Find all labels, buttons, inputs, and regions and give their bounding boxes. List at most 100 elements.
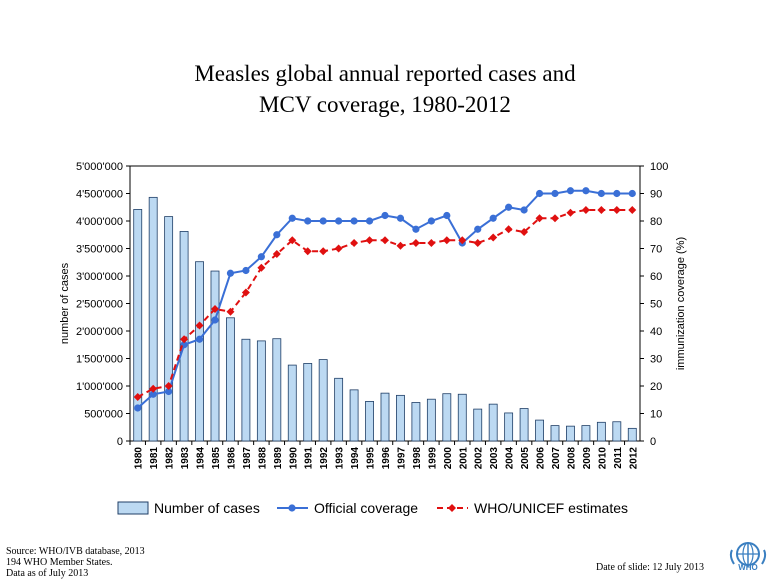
official-coverage-point [520, 206, 528, 214]
x-tick-label: 2002 [474, 447, 485, 470]
official-coverage-point [350, 217, 358, 225]
official-coverage-point [165, 387, 173, 396]
y-tick-label: 4'000'000 [76, 216, 123, 228]
bar [195, 261, 204, 442]
bar [566, 425, 575, 442]
y2-tick-label: 10 [650, 409, 662, 421]
x-tick-label: 2004 [505, 447, 516, 470]
x-tick-label: 1981 [149, 447, 160, 470]
official-coverage-point [319, 217, 327, 225]
bar [627, 427, 637, 442]
official-coverage-point [427, 217, 435, 225]
official-coverage-point [257, 253, 265, 261]
who-unicef-estimates-point [226, 307, 235, 316]
bar [334, 377, 344, 442]
x-tick-label: 2000 [443, 447, 454, 470]
y2-tick-label: 0 [650, 436, 656, 448]
bar [349, 389, 359, 442]
who-unicef-estimates-point [612, 206, 621, 214]
bar [303, 363, 313, 442]
official-coverage-point [566, 187, 575, 195]
y2-tick-label: 40 [650, 326, 662, 338]
x-tick-label: 1998 [412, 447, 423, 470]
who-emblem-icon [729, 542, 767, 567]
x-tick-label: 1985 [211, 447, 222, 470]
who-unicef-estimates-point [535, 214, 544, 223]
x-tick-label: 1997 [396, 447, 407, 470]
y-tick-label: 2'000'000 [76, 326, 123, 338]
x-tick-label: 1982 [165, 447, 176, 470]
y-tick-label: 500'000 [84, 409, 123, 421]
x-tick-label: 2001 [458, 447, 469, 470]
y-tick-label: 5'000'000 [76, 161, 123, 173]
bar [488, 403, 498, 442]
legend-bar-swatch [117, 501, 149, 515]
x-tick-label: 2010 [597, 447, 608, 470]
source-line-3: Data as of July 2013 [6, 568, 89, 579]
who-logo-text: WHO [738, 563, 758, 572]
official-coverage-point [335, 217, 343, 225]
who-unicef-estimates-point [350, 239, 359, 247]
bar [133, 209, 143, 442]
y2-tick-label: 80 [650, 216, 662, 228]
y2-tick-label: 90 [650, 189, 662, 201]
who-unicef-estimates-point [396, 241, 405, 250]
x-tick-label: 2008 [566, 447, 577, 470]
official-coverage-point [474, 225, 482, 233]
official-coverage-point [304, 217, 312, 225]
x-tick-label: 1988 [257, 447, 268, 470]
who-unicef-estimates-point [319, 247, 328, 256]
who-unicef-estimates-point [489, 233, 498, 242]
x-tick-label: 2012 [628, 447, 639, 470]
bar [612, 421, 622, 442]
x-tick-label: 1983 [180, 447, 191, 470]
who-unicef-estimates-point [180, 335, 189, 344]
x-tick-label: 1987 [242, 447, 253, 470]
x-tick-label: 1986 [226, 447, 237, 470]
x-tick-label: 2011 [613, 447, 624, 469]
source-note: Source: WHO/IVB database, 2013 194 WHO M… [6, 546, 145, 579]
bar [596, 421, 606, 442]
x-tick-label: 1995 [366, 447, 377, 470]
y2-tick-label: 50 [650, 299, 662, 311]
who-unicef-estimates-point [211, 305, 219, 313]
official-coverage-point [195, 335, 204, 343]
chart-title-line2: MCV coverage, 1980-2012 [259, 92, 511, 117]
official-coverage-point [597, 189, 605, 198]
bar [164, 216, 174, 442]
bar [365, 400, 374, 442]
who-unicef-estimates-point [149, 384, 158, 393]
y-tick-label: 0 [117, 436, 123, 448]
bar [148, 196, 158, 442]
bar [272, 338, 282, 442]
official-coverage-point [613, 189, 621, 198]
official-coverage-point [211, 316, 219, 324]
y-tick-label: 1'000'000 [76, 381, 123, 393]
y2-axis-title: immunization coverage (%) [675, 237, 687, 370]
official-coverage-point [505, 203, 513, 211]
who-unicef-estimates-point [164, 382, 173, 390]
chart-title-line1: Measles global annual reported cases and [194, 61, 576, 86]
who-unicef-estimates-point [473, 239, 482, 247]
who-unicef-estimates-point [458, 236, 467, 245]
legend-estimates-marker [448, 504, 456, 512]
official-coverage-point [273, 231, 281, 239]
bar [442, 393, 452, 442]
who-unicef-estimates-point [288, 236, 297, 245]
bar [550, 425, 560, 442]
official-coverage-point [149, 390, 157, 398]
bar [210, 270, 220, 442]
official-coverage-point [443, 211, 451, 220]
y-tick-label: 4'500'000 [76, 189, 123, 201]
official-coverage-point [489, 214, 497, 222]
bar [411, 402, 421, 442]
who-unicef-estimates-point [520, 228, 529, 236]
x-tick-label: 1993 [335, 447, 346, 470]
x-tick-label: 1999 [427, 447, 438, 470]
who-unicef-estimates-point [628, 206, 637, 214]
who-unicef-estimates-point [303, 247, 312, 256]
y2-tick-label: 20 [650, 381, 662, 393]
who-unicef-estimates-point [365, 236, 374, 245]
y-tick-label: 3'500'000 [76, 244, 123, 256]
